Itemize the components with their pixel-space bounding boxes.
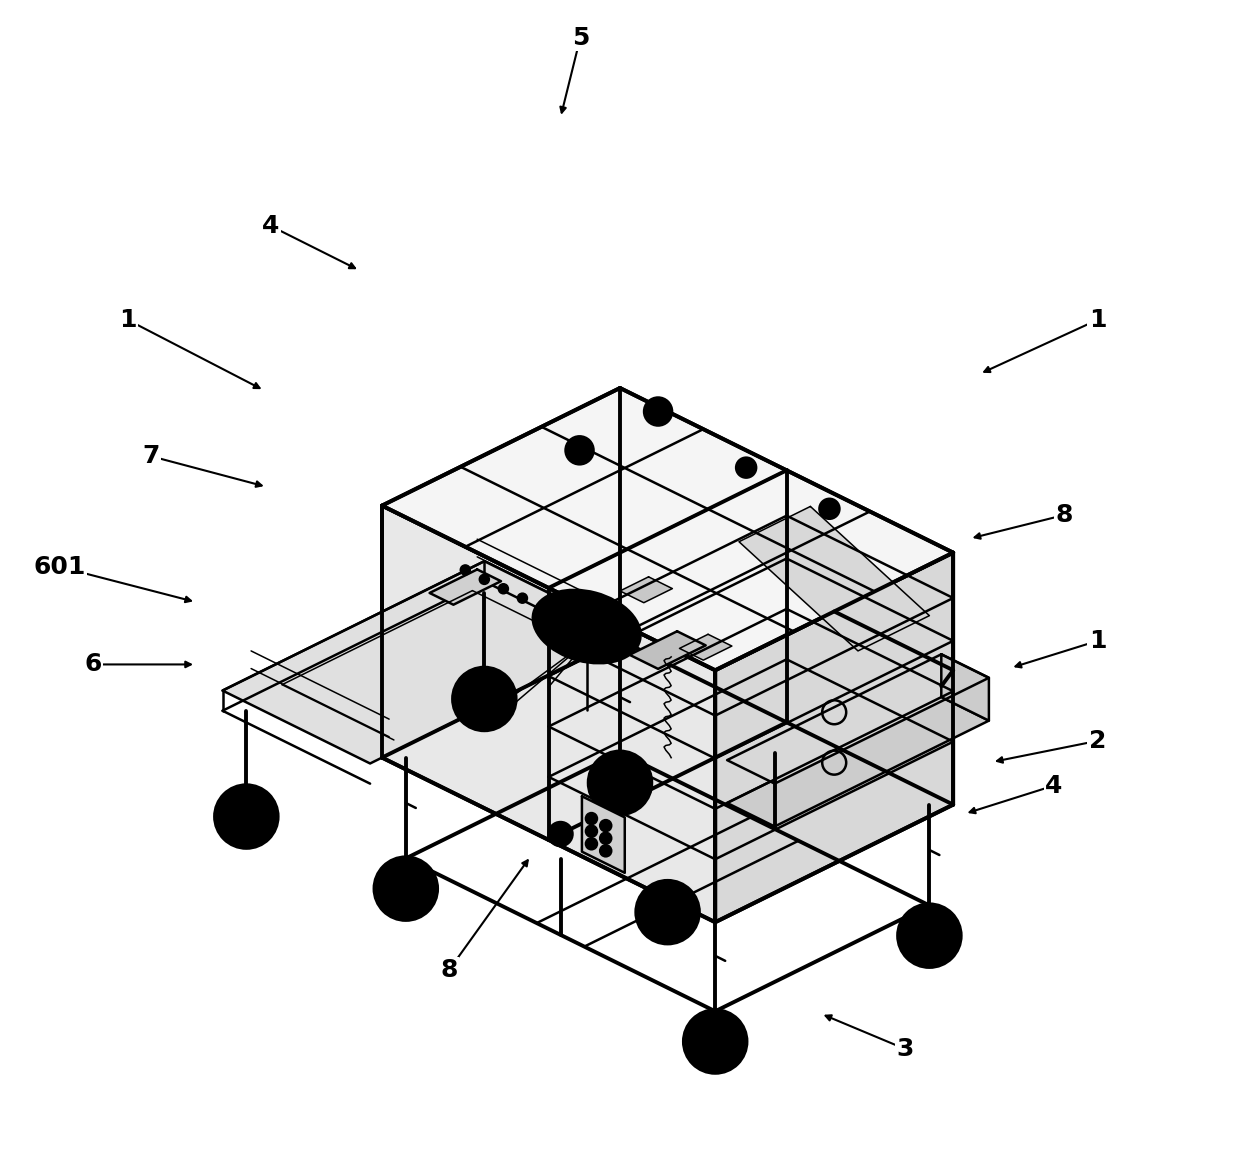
Circle shape <box>600 844 611 857</box>
Circle shape <box>585 837 598 850</box>
Circle shape <box>600 833 611 844</box>
Polygon shape <box>382 388 954 670</box>
Ellipse shape <box>533 590 641 663</box>
Circle shape <box>585 813 598 824</box>
Circle shape <box>517 593 527 603</box>
Polygon shape <box>727 697 990 827</box>
Circle shape <box>636 880 699 944</box>
Text: 8: 8 <box>1055 503 1073 527</box>
Polygon shape <box>620 577 672 603</box>
Text: 7: 7 <box>143 445 160 468</box>
Circle shape <box>683 1009 748 1074</box>
Circle shape <box>398 881 414 896</box>
Text: 3: 3 <box>897 1037 914 1061</box>
Circle shape <box>898 903 961 968</box>
Text: 2: 2 <box>1089 729 1106 753</box>
Circle shape <box>707 1034 723 1049</box>
Circle shape <box>650 894 686 930</box>
Polygon shape <box>941 654 990 721</box>
Text: 6: 6 <box>84 653 102 676</box>
Circle shape <box>537 602 547 613</box>
Text: 1: 1 <box>119 308 136 332</box>
Circle shape <box>601 764 639 801</box>
Circle shape <box>480 574 490 584</box>
Circle shape <box>548 822 573 846</box>
Circle shape <box>644 397 672 426</box>
Polygon shape <box>680 634 732 660</box>
Circle shape <box>476 691 492 707</box>
Circle shape <box>737 457 756 477</box>
Circle shape <box>238 809 254 824</box>
Circle shape <box>820 499 839 519</box>
Circle shape <box>600 820 611 831</box>
Circle shape <box>565 436 594 465</box>
Polygon shape <box>382 506 715 922</box>
Text: 4: 4 <box>1045 774 1063 797</box>
Text: 1: 1 <box>1089 629 1106 653</box>
Circle shape <box>697 1023 733 1060</box>
Text: 8: 8 <box>440 958 458 982</box>
Circle shape <box>585 826 598 837</box>
Circle shape <box>911 917 947 954</box>
Circle shape <box>466 681 502 717</box>
Polygon shape <box>739 507 930 652</box>
Circle shape <box>373 856 438 921</box>
Text: 601: 601 <box>33 555 86 579</box>
Text: 5: 5 <box>572 26 589 49</box>
Circle shape <box>498 583 508 594</box>
Circle shape <box>588 750 652 815</box>
Circle shape <box>613 775 627 790</box>
Circle shape <box>660 904 676 920</box>
Circle shape <box>388 870 424 907</box>
Circle shape <box>921 928 937 943</box>
Circle shape <box>453 667 516 731</box>
Polygon shape <box>222 561 632 763</box>
Circle shape <box>228 799 264 835</box>
Polygon shape <box>582 796 625 873</box>
Text: 4: 4 <box>262 214 279 238</box>
Text: 1: 1 <box>1089 308 1106 332</box>
Polygon shape <box>429 569 501 604</box>
Polygon shape <box>630 632 706 669</box>
Polygon shape <box>715 553 954 922</box>
Circle shape <box>460 564 470 575</box>
Circle shape <box>215 784 278 849</box>
Polygon shape <box>727 654 990 783</box>
